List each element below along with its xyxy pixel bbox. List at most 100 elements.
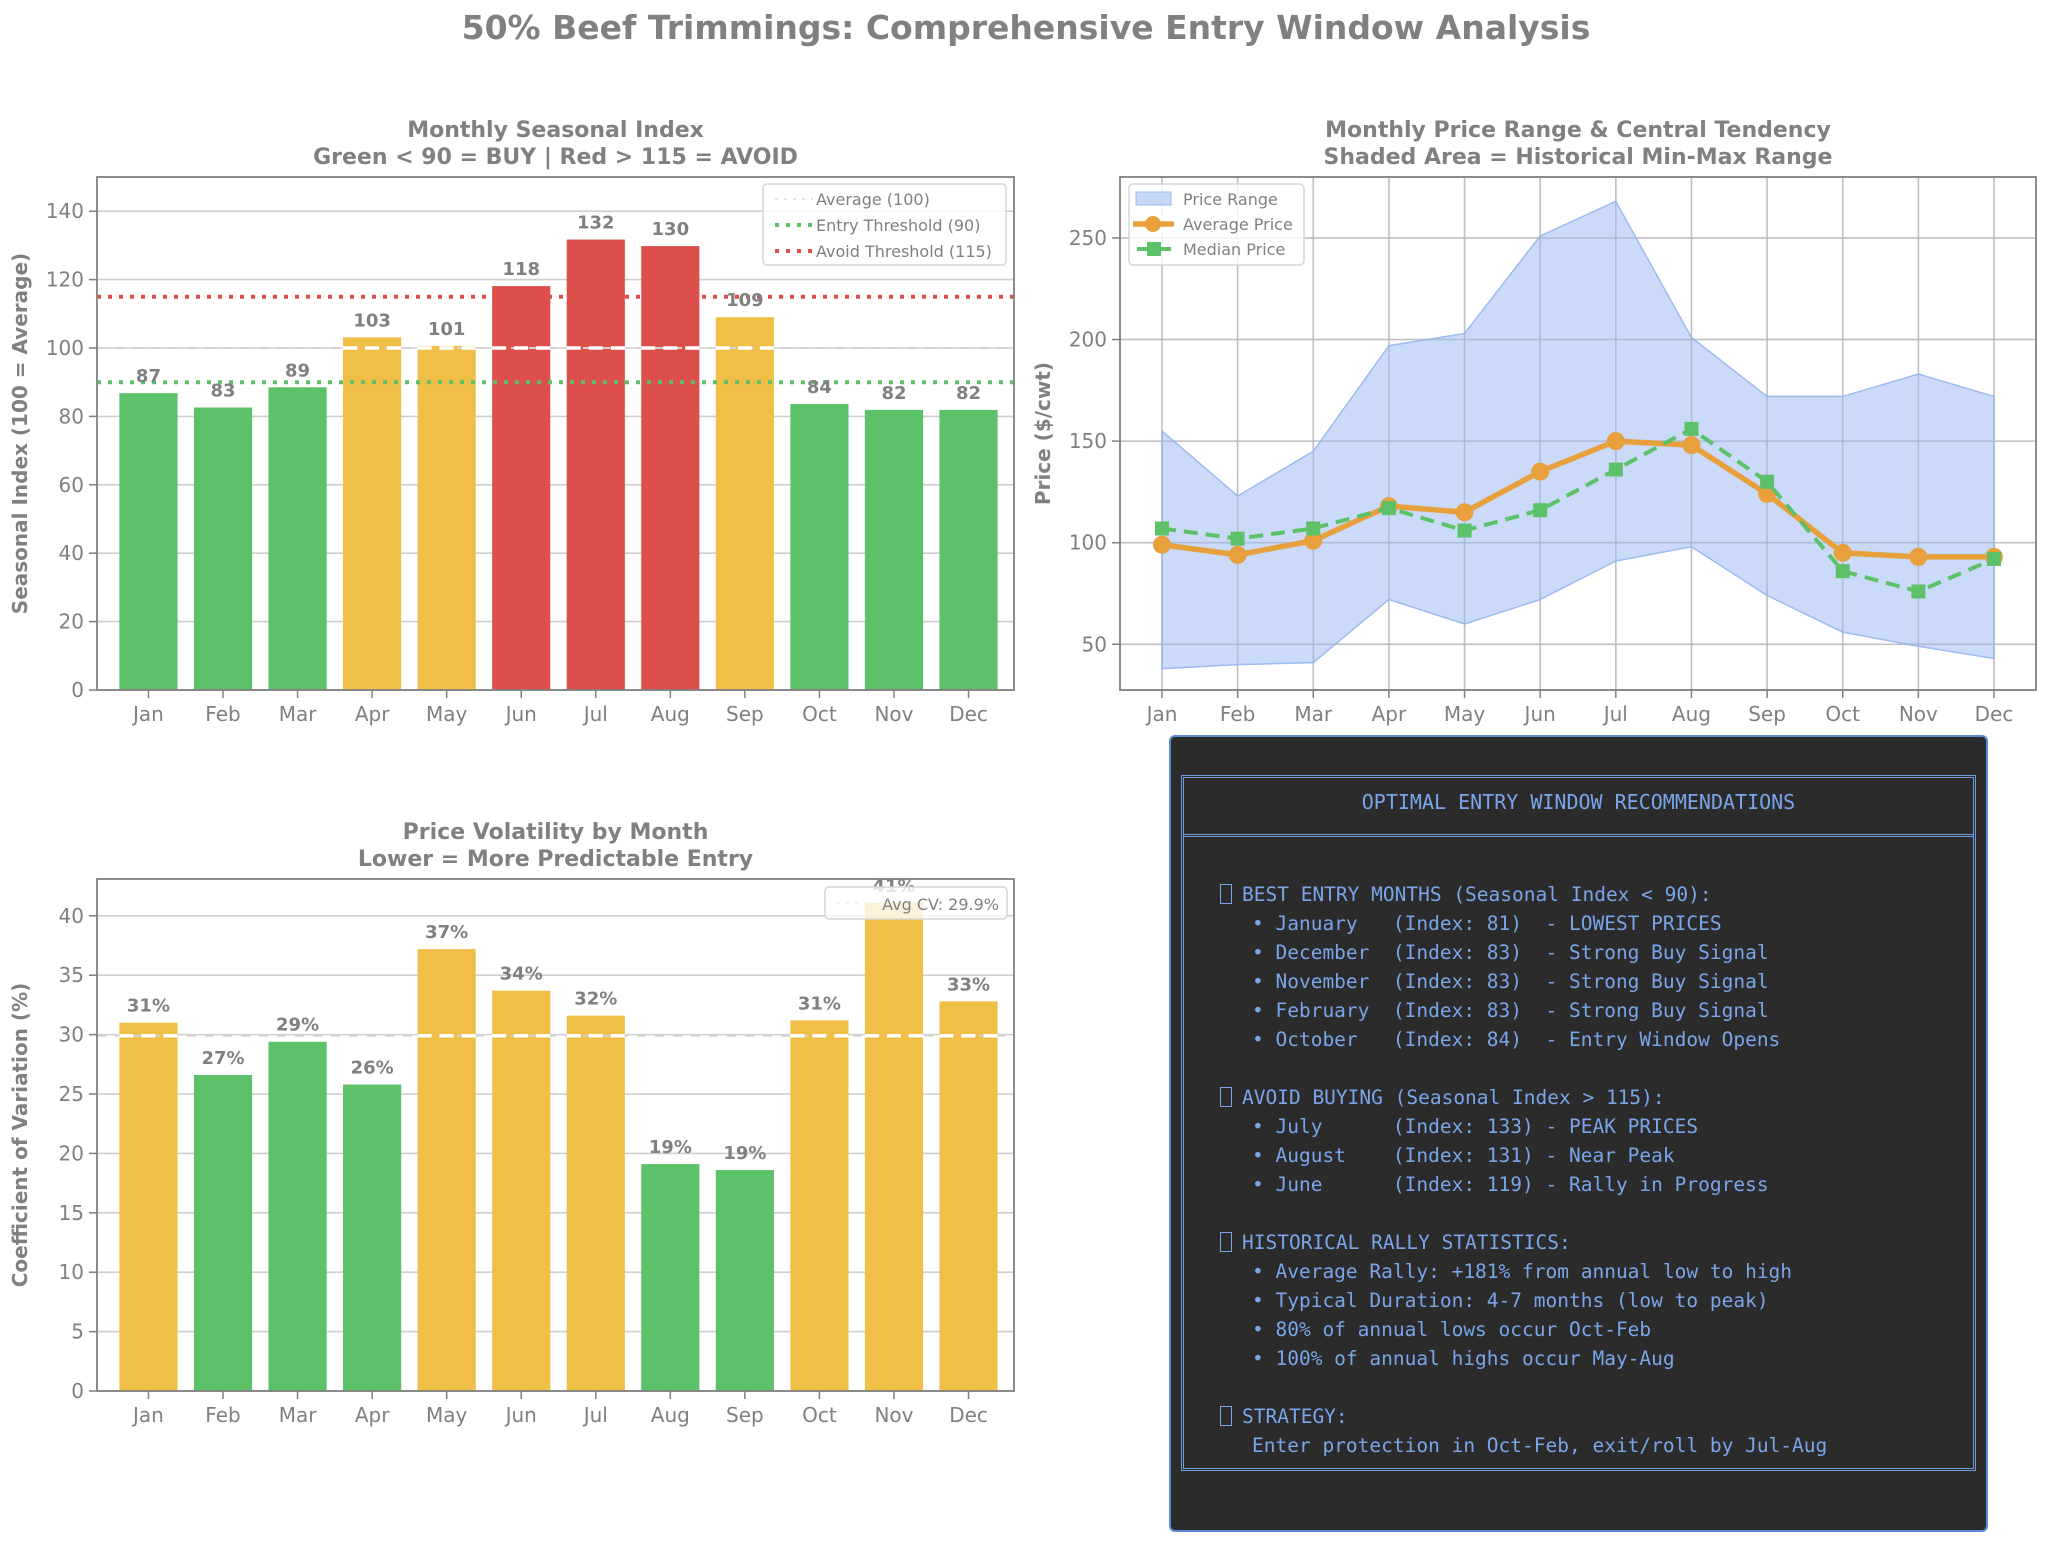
- legend-swatch-range: [1135, 191, 1172, 206]
- median-price-point: [1608, 462, 1623, 477]
- x-tick-label: Sep: [726, 702, 764, 726]
- average-price-point: [1531, 462, 1550, 481]
- x-tick-label: Dec: [949, 1403, 988, 1427]
- x-tick-label: Dec: [949, 702, 988, 726]
- y-tick-label: 40: [59, 904, 84, 928]
- data-label: 84: [807, 377, 832, 398]
- median-price-point: [1533, 503, 1548, 518]
- data-label: 132: [577, 213, 615, 234]
- price-range-chart: Monthly Price Range & Central TendencySh…: [1031, 118, 2037, 726]
- x-tick-label: Aug: [651, 702, 690, 726]
- recommendation-item: • June (Index: 119) - Rally in Progress: [1252, 1173, 1769, 1196]
- missing-glyph-icon: [1220, 1087, 1232, 1107]
- x-tick-label: Apr: [355, 1403, 390, 1427]
- x-tick-label: Mar: [1294, 702, 1333, 726]
- bar-oct: [790, 1020, 849, 1391]
- chart-title: Price Volatility by Month: [403, 820, 709, 845]
- legend-label: Average Price: [1183, 215, 1293, 234]
- x-tick-label: Aug: [651, 1403, 690, 1427]
- y-tick-label: 35: [59, 963, 84, 987]
- y-tick-label: 80: [59, 404, 84, 428]
- x-tick-label: Jun: [504, 1403, 537, 1427]
- y-tick-label: 250: [1069, 226, 1107, 250]
- median-price-point: [1457, 523, 1472, 538]
- x-tick-label: Oct: [802, 702, 837, 726]
- recommendation-item: • November (Index: 83) - Strong Buy Sign…: [1252, 970, 1769, 993]
- bar-aug: [641, 246, 700, 691]
- average-price-point: [1833, 543, 1852, 562]
- recommendation-item: Enter protection in Oct-Feb, exit/roll b…: [1252, 1434, 1828, 1457]
- y-tick-label: 20: [59, 1141, 84, 1165]
- x-tick-label: Jun: [1523, 702, 1556, 726]
- recommendation-item: • Typical Duration: 4-7 months (low to p…: [1252, 1289, 1769, 1312]
- x-tick-label: Nov: [874, 702, 913, 726]
- data-label: 130: [652, 219, 690, 240]
- x-tick-label: Jul: [1602, 702, 1628, 726]
- x-tick-label: Feb: [205, 1403, 240, 1427]
- legend-box: [762, 183, 1007, 266]
- y-tick-label: 100: [46, 336, 84, 360]
- x-tick-label: Jul: [582, 1403, 608, 1427]
- x-tick-label: May: [1444, 702, 1486, 726]
- data-label: 33%: [947, 974, 990, 995]
- x-tick-label: Sep: [726, 1403, 764, 1427]
- bar-feb: [193, 1075, 253, 1391]
- bar-jun: [492, 286, 551, 690]
- data-label: 109: [726, 290, 764, 311]
- legend-label: Median Price: [1183, 240, 1285, 259]
- data-label: 89: [285, 360, 310, 381]
- median-price-point: [1987, 551, 2001, 566]
- average-price-point: [1153, 535, 1171, 554]
- legend-box: [824, 886, 1008, 920]
- missing-glyph-icon: [1220, 1232, 1232, 1252]
- recommendation-item: • February (Index: 83) - Strong Buy Sign…: [1252, 999, 1769, 1022]
- x-tick-label: Apr: [1372, 702, 1407, 726]
- y-axis-label: Price ($/cwt): [1031, 362, 1055, 505]
- average-price-point: [1909, 547, 1928, 566]
- bar-may: [417, 345, 476, 690]
- average-price-line: [1161, 438, 1994, 560]
- recommendation-item: • December (Index: 83) - Strong Buy Sign…: [1252, 941, 1769, 964]
- y-tick-label: 0: [71, 678, 84, 702]
- median-price-point: [1381, 501, 1396, 516]
- median-price-point: [1155, 521, 1169, 536]
- data-label: 29%: [276, 1015, 319, 1036]
- bar-aug: [641, 1164, 700, 1391]
- legend-label: Entry Threshold (90): [816, 216, 980, 235]
- bar-jun: [492, 990, 551, 1391]
- missing-glyph-icon: [1220, 884, 1232, 904]
- legend-box: [1128, 183, 1305, 266]
- x-tick-label: Feb: [1220, 702, 1255, 726]
- data-label: 118: [502, 259, 540, 280]
- median-price-point: [1230, 531, 1245, 546]
- recommendations-title: OPTIMAL ENTRY WINDOW RECOMMENDATIONS: [1361, 790, 1796, 814]
- data-label: 37%: [425, 922, 468, 943]
- section-heading-text: BEST ENTRY MONTHS (Seasonal Index < 90):: [1242, 883, 1712, 906]
- x-tick-label: Aug: [1672, 702, 1711, 726]
- section-heading-text: HISTORICAL RALLY STATISTICS:: [1242, 1231, 1571, 1254]
- average-price-point: [1606, 432, 1625, 451]
- recommendation-item: • October (Index: 84) - Entry Window Ope…: [1252, 1028, 1781, 1051]
- x-tick-label: Jan: [1145, 702, 1178, 726]
- y-tick-label: 60: [59, 473, 84, 497]
- chart-title: Monthly Seasonal Index: [407, 118, 704, 143]
- x-tick-label: Mar: [279, 1403, 318, 1427]
- frame-separator: [1184, 834, 1973, 837]
- y-tick-label: 40: [59, 541, 84, 565]
- legend-marker-circle: [1145, 216, 1161, 232]
- x-tick-label: Jan: [131, 702, 164, 726]
- y-tick-label: 0: [71, 1379, 84, 1403]
- y-tick-label: 200: [1069, 328, 1107, 352]
- y-axis-label: Seasonal Index (100 = Average): [8, 253, 32, 614]
- bar-nov: [864, 902, 924, 1391]
- data-label: 83: [210, 381, 235, 402]
- y-tick-label: 50: [1082, 632, 1107, 656]
- y-tick-label: 30: [59, 1023, 84, 1047]
- section-heading-text: STRATEGY:: [1242, 1405, 1348, 1428]
- chart-subtitle: Shaded Area = Historical Min-Max Range: [1324, 145, 1833, 170]
- bar-jul: [566, 239, 625, 690]
- section-heading: BEST ENTRY MONTHS (Seasonal Index < 90):: [1220, 880, 1712, 909]
- bar-nov: [864, 409, 924, 690]
